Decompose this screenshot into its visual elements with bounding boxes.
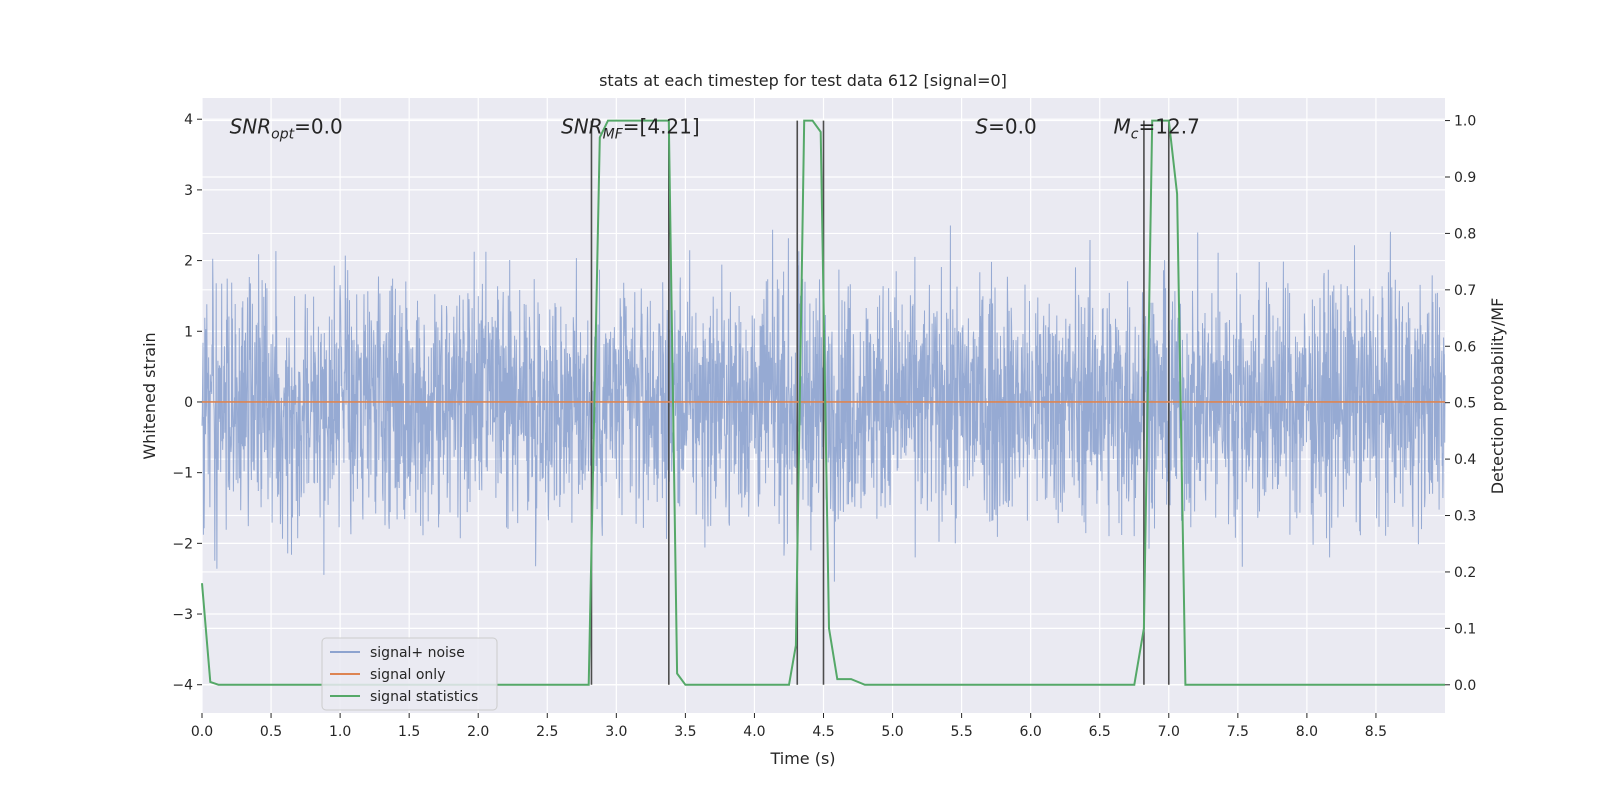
- y-right-tick-label: 0.3: [1454, 509, 1476, 525]
- axis-ticks: 0.0 0.5 1.0 1.5 2.0 2.5 3.0 3.5 4.0 4.5 5.0 5.5 6.0 6…: [172, 112, 1476, 740]
- x-tick-label: 6.0: [1020, 724, 1042, 740]
- x-tick-label: 4.5: [812, 724, 834, 740]
- y-right-tick-label: 0.5: [1454, 396, 1476, 412]
- y-right-tick-label: 0.9: [1454, 170, 1476, 186]
- y-tick-label: 4: [184, 112, 193, 128]
- y-right-tick-label: 0.8: [1454, 226, 1476, 242]
- x-tick-label: 3.0: [605, 724, 627, 740]
- y-right-tick-label: 0.0: [1454, 678, 1476, 694]
- x-tick-label: 2.5: [536, 724, 558, 740]
- x-tick-label: 5.0: [881, 724, 903, 740]
- y-right-tick-label: 0.1: [1454, 621, 1476, 637]
- y-tick-label: −4: [172, 678, 193, 694]
- y-tick-label: 2: [184, 254, 193, 270]
- x-tick-label: 7.5: [1227, 724, 1249, 740]
- annotation-text: SNRMF=[4.21]: [561, 114, 700, 142]
- x-tick-label: 2.0: [467, 724, 489, 740]
- x-tick-label: 4.0: [743, 724, 765, 740]
- signal-statistics-line: [201, 119, 1445, 686]
- x-tick-label: 7.0: [1158, 724, 1180, 740]
- y-right-tick-label: 0.2: [1454, 565, 1476, 581]
- y-axis-label: Whitened strain: [140, 332, 159, 459]
- x-tick-label: 3.5: [674, 724, 696, 740]
- y-right-tick-label: 0.4: [1454, 452, 1476, 468]
- y-tick-label: 1: [184, 324, 193, 340]
- x-tick-label: 0.5: [260, 724, 282, 740]
- y-right-tick-label: 1.0: [1454, 114, 1476, 130]
- y-axis-right-label: Detection probability/MF: [1488, 298, 1507, 495]
- annotation-text: Mc=12.7: [1114, 114, 1200, 142]
- x-tick-label: 8.5: [1365, 724, 1387, 740]
- y-tick-label: −2: [172, 536, 193, 552]
- x-tick-label: 6.5: [1089, 724, 1111, 740]
- x-tick-label: 5.5: [950, 724, 972, 740]
- x-tick-label: 8.0: [1296, 724, 1318, 740]
- legend-box: [321, 637, 498, 711]
- annotation-text: SNRopt=0.0: [230, 114, 343, 142]
- annotation-text: S=0.0: [975, 114, 1036, 138]
- y-tick-label: 0: [184, 395, 193, 411]
- legend-label: signal+ noise: [370, 645, 465, 661]
- y-tick-label: −1: [172, 466, 193, 482]
- legend: signal+ noise signal only signal statistic…: [321, 637, 498, 711]
- legend-label: signal only: [370, 667, 445, 683]
- x-tick-label: 0.0: [191, 724, 213, 740]
- x-tick-label: 1.0: [329, 724, 351, 740]
- y-right-tick-label: 0.7: [1454, 283, 1476, 299]
- y-right-tick-label: 0.6: [1454, 339, 1476, 355]
- legend-label: signal statistics: [370, 689, 478, 705]
- annotations: SNRopt=0.0 SNRMF=[4.21] S=0.0 Mc=12.7: [230, 114, 1200, 142]
- chart-title: stats at each timestep for test data 612…: [599, 71, 1007, 90]
- x-axis-label: Time (s): [769, 749, 835, 768]
- y-tick-label: 3: [184, 183, 193, 199]
- series-signal-statistics: [201, 119, 1445, 686]
- y-tick-label: −3: [172, 607, 193, 623]
- x-tick-label: 1.5: [398, 724, 420, 740]
